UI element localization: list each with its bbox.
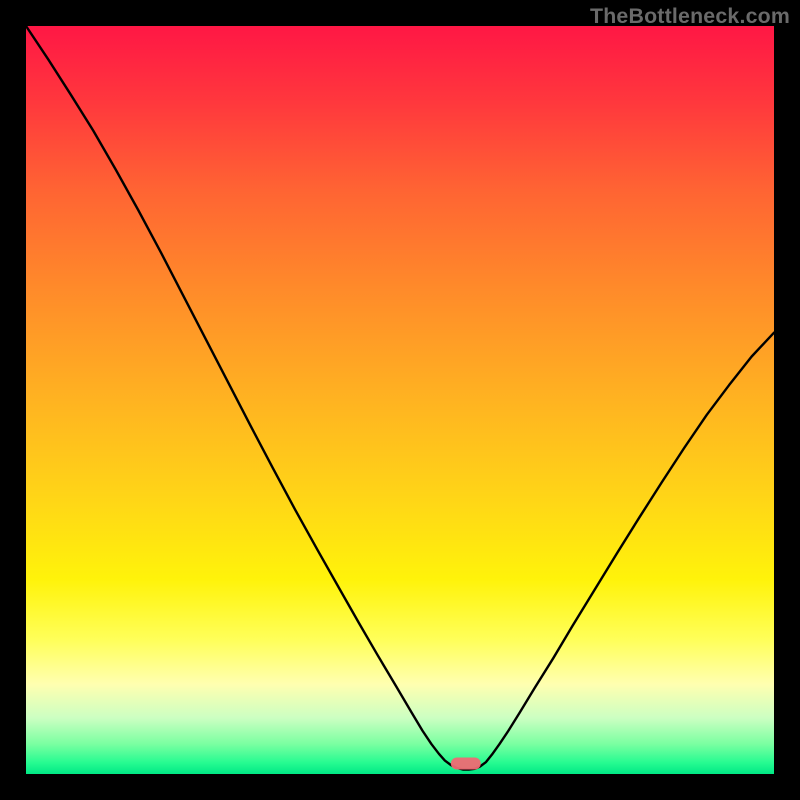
bottleneck-chart (26, 26, 774, 774)
optimal-marker (451, 758, 481, 770)
plot-area (26, 26, 774, 774)
chart-frame: TheBottleneck.com (0, 0, 800, 800)
chart-background (26, 26, 774, 774)
